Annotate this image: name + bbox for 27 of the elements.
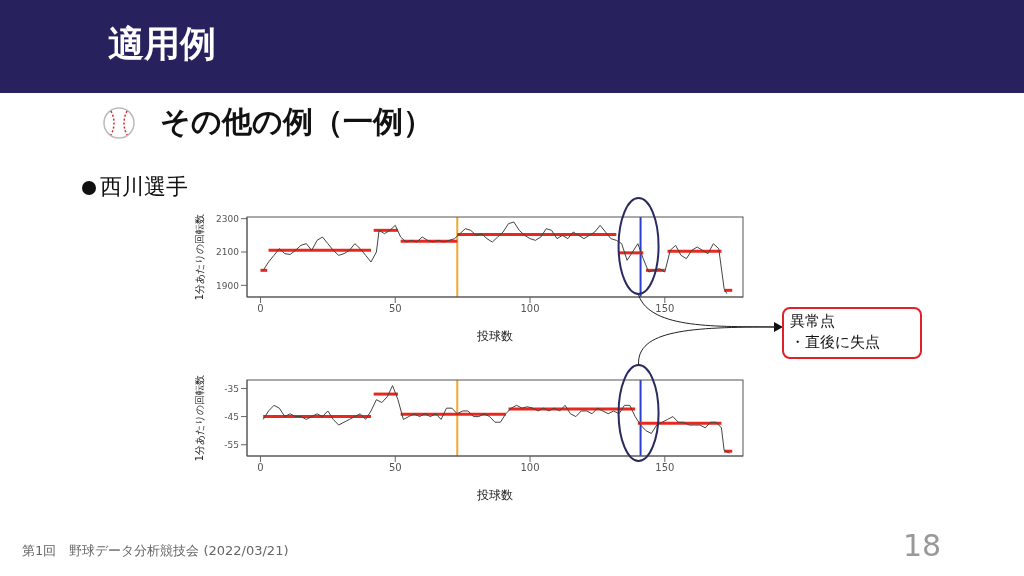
text: 第1回 野球データ分析競技会 (2022/03/21) (22, 542, 289, 560)
text: ・直後に失点 (790, 332, 880, 353)
x-tick-label: 150 (655, 462, 675, 474)
y-tick-label: 1900 (216, 280, 240, 291)
x-tick-label: 100 (520, 303, 540, 315)
text: 18 (903, 528, 942, 563)
y-tick-label: -55 (224, 439, 239, 450)
text: 異常点 (790, 311, 836, 332)
chart-title: 適用例 (108, 22, 216, 66)
x-tick-label: 150 (655, 303, 675, 315)
line-series (262, 385, 731, 454)
x-axis-title: 投球数 (476, 329, 513, 343)
x-tick-label: 0 (257, 462, 264, 474)
x-tick-label: 0 (257, 303, 264, 315)
y-axis-title: 1分あたりの回転数 (193, 213, 205, 301)
y-tick-label: -35 (224, 383, 239, 394)
text: 西川選手 (100, 173, 188, 201)
y-axis-title: 1分あたりの回転数 (193, 374, 205, 462)
chart-subtitle: その他の例（一例） (160, 103, 433, 141)
y-tick-label: -45 (224, 411, 239, 422)
x-tick-label: 50 (388, 303, 402, 315)
y-tick-label: 2300 (216, 213, 240, 224)
line-series (262, 221, 728, 295)
x-axis-title: 投球数 (476, 488, 513, 502)
x-tick-label: 100 (520, 462, 540, 474)
x-tick-label: 50 (388, 462, 402, 474)
y-tick-label: 2100 (216, 247, 240, 258)
